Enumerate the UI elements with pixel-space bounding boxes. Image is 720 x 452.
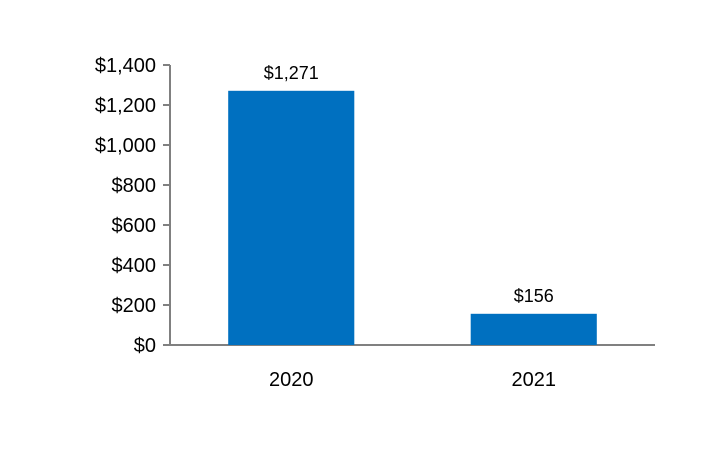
data-labels: $1,271 $156 <box>264 63 554 306</box>
y-tick-label: $1,200 <box>95 95 156 117</box>
y-tick-label: $800 <box>112 175 157 197</box>
y-tick-label: $200 <box>112 295 157 317</box>
bars <box>228 90 597 345</box>
data-label-2021: $156 <box>514 286 554 306</box>
y-tick-label: $0 <box>134 335 156 357</box>
y-tick-label: $400 <box>112 255 157 277</box>
bar-2021 <box>470 313 597 345</box>
y-tick-label: $600 <box>112 215 157 237</box>
bar-2020 <box>228 90 355 345</box>
x-tick-label-2020: 2020 <box>269 369 314 391</box>
y-axis: $0 $200 $400 $600 $800 $1,000 $1,200 $1,400 <box>95 55 171 357</box>
y-tick-label: $1,000 <box>95 135 156 157</box>
x-tick-label-2021: 2021 <box>512 369 557 391</box>
y-tick-label: $1,400 <box>95 55 156 77</box>
x-axis: 2020 2021 <box>170 344 655 391</box>
data-label-2020: $1,271 <box>264 63 319 83</box>
